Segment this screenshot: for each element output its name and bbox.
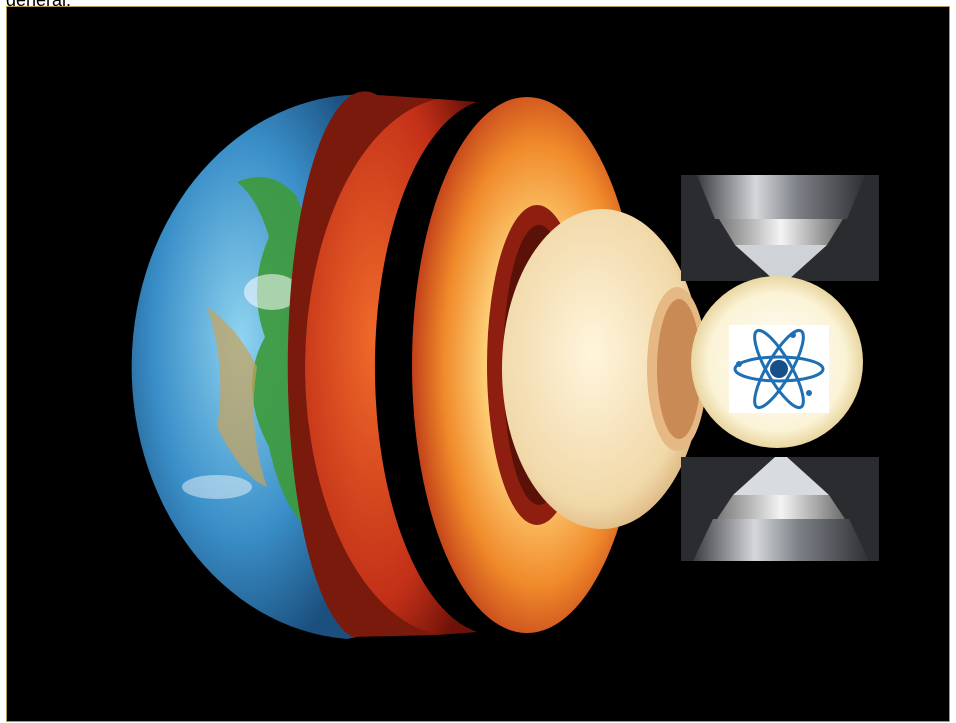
diamond-anvil-bottom-icon [681, 457, 879, 561]
inner-core-glow [691, 276, 863, 448]
atom-icon [733, 328, 825, 410]
image-frame [6, 6, 950, 722]
caption-fragment: general. [6, 0, 72, 10]
diamond-anvil-top-icon [681, 175, 879, 281]
earth-cross-section-icon [131, 91, 707, 640]
earth-illustration [131, 91, 879, 640]
